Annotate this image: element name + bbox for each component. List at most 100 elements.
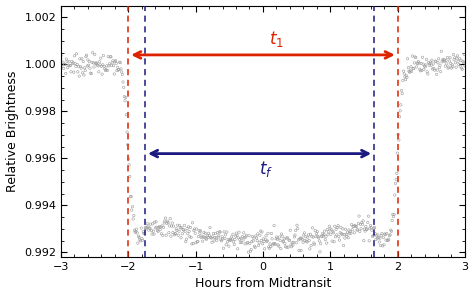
Point	[276, 235, 283, 239]
Point	[281, 241, 289, 246]
Point	[444, 66, 452, 70]
Point	[127, 194, 134, 199]
Point	[239, 238, 247, 242]
Point	[308, 234, 316, 239]
Point	[184, 231, 191, 236]
Point	[275, 244, 283, 249]
Point	[440, 57, 448, 62]
Point	[433, 72, 440, 77]
Point	[432, 59, 440, 64]
Point	[71, 53, 78, 58]
Point	[175, 229, 183, 234]
Point	[288, 244, 295, 249]
Point	[352, 224, 359, 229]
Point	[193, 227, 201, 231]
Point	[92, 61, 100, 66]
Point	[410, 66, 418, 71]
Point	[274, 243, 282, 247]
Point	[278, 234, 286, 238]
Point	[150, 229, 157, 234]
Point	[412, 65, 420, 69]
Point	[285, 238, 293, 242]
Point	[96, 62, 104, 67]
Point	[224, 239, 231, 244]
Point	[435, 57, 442, 61]
Point	[136, 235, 143, 240]
Point	[119, 80, 127, 84]
Point	[331, 224, 338, 229]
Point	[222, 232, 229, 237]
Point	[150, 232, 158, 237]
Point	[403, 75, 411, 80]
Point	[69, 60, 77, 65]
Point	[160, 225, 167, 230]
Point	[407, 68, 414, 73]
Point	[306, 247, 314, 251]
Point	[217, 237, 225, 242]
Point	[99, 62, 107, 67]
Point	[204, 235, 212, 240]
Point	[409, 54, 416, 58]
Point	[348, 227, 356, 232]
Point	[155, 224, 163, 229]
Point	[450, 52, 457, 57]
Point	[211, 235, 219, 240]
Point	[442, 58, 450, 63]
Point	[451, 55, 459, 60]
Point	[291, 233, 299, 237]
Point	[186, 234, 193, 239]
Point	[405, 69, 413, 74]
Point	[370, 226, 378, 231]
Point	[152, 226, 159, 230]
Point	[317, 241, 324, 246]
Point	[375, 235, 383, 240]
Point	[332, 227, 340, 232]
Point	[265, 244, 273, 249]
Point	[113, 68, 121, 73]
Point	[458, 67, 466, 72]
Point	[283, 236, 290, 240]
Point	[139, 238, 146, 243]
Point	[303, 239, 311, 244]
Point	[330, 239, 338, 244]
Point	[402, 73, 410, 78]
Point	[444, 55, 451, 60]
Point	[58, 62, 66, 67]
Point	[172, 231, 180, 236]
Point	[428, 58, 436, 62]
Point	[415, 59, 422, 64]
Point	[73, 62, 81, 67]
Point	[214, 235, 222, 239]
Point	[114, 65, 121, 70]
Point	[191, 227, 198, 231]
Point	[193, 239, 201, 244]
Point	[65, 59, 73, 64]
Point	[387, 228, 394, 233]
Point	[297, 236, 304, 241]
Point	[447, 66, 455, 70]
Point	[177, 235, 185, 240]
Point	[394, 151, 401, 155]
Point	[340, 232, 348, 237]
Point	[382, 238, 390, 243]
Point	[77, 66, 85, 70]
Point	[91, 61, 99, 65]
Point	[81, 65, 88, 70]
Point	[230, 242, 238, 247]
Point	[322, 234, 330, 239]
Point	[185, 229, 193, 234]
Point	[83, 64, 91, 68]
Point	[457, 58, 465, 63]
Point	[404, 65, 412, 70]
Point	[423, 57, 430, 62]
Point	[309, 226, 316, 230]
Point	[94, 64, 102, 68]
Point	[118, 72, 126, 77]
Point	[253, 236, 260, 240]
Point	[63, 59, 71, 64]
Point	[398, 88, 405, 93]
Point	[310, 241, 318, 245]
Point	[257, 238, 265, 243]
Point	[72, 64, 80, 69]
Point	[69, 61, 76, 66]
